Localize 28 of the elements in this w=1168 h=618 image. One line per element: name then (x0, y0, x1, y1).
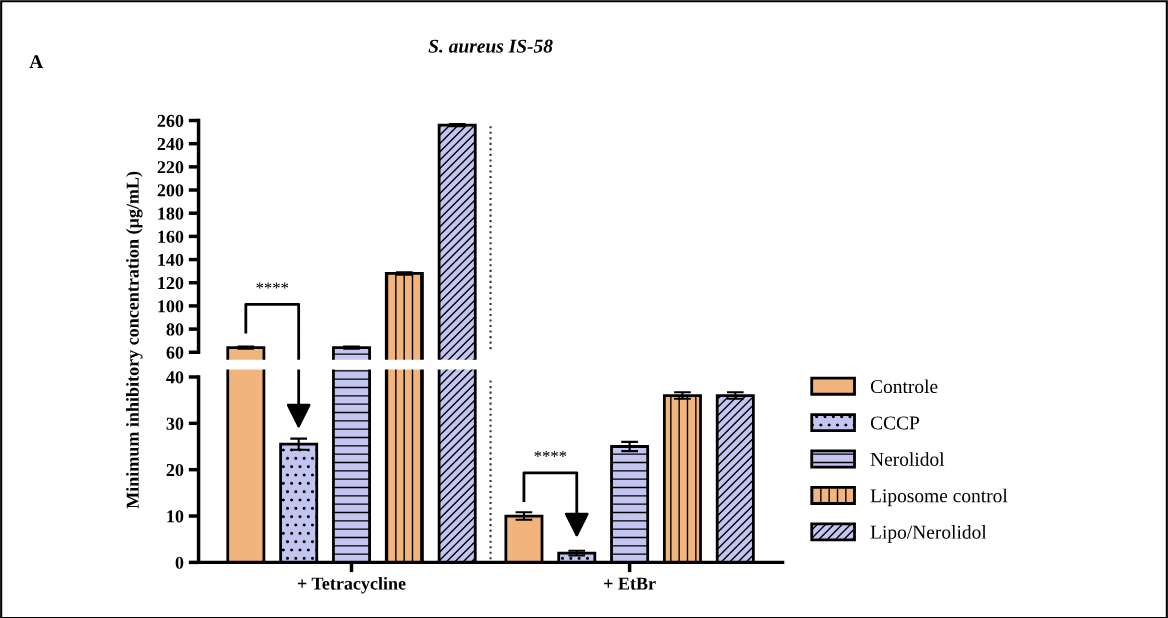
y-tick-label: 0 (175, 556, 184, 569)
y-tick-label: 40 (166, 371, 184, 384)
y-tick-label: 260 (157, 114, 184, 127)
legend-label: Lipo/Nerolidol (870, 525, 987, 543)
y-tick-label: 200 (157, 184, 184, 197)
text: A (29, 55, 44, 68)
y-tick-label: 240 (157, 137, 184, 151)
x-tick-label: + EtBr (604, 577, 656, 590)
y-tick-label: 180 (158, 207, 184, 220)
annotation: **** (256, 282, 289, 289)
y-tick-label: 80 (166, 323, 184, 336)
y-axis-title: Minimum inhibitory concentration (µg/mL) (126, 171, 143, 509)
legend-label: Controle (870, 379, 938, 394)
y-tick-label: 30 (166, 417, 184, 430)
legend-label: Liposome control (870, 488, 1008, 507)
legend-label: Nerolidol (870, 452, 945, 466)
y-tick-label: 220 (157, 161, 184, 174)
y-tick-label: 140 (158, 253, 184, 266)
x-tick-label: + Tetracycline (297, 576, 406, 594)
legend-label: CCCP (870, 416, 920, 430)
y-tick-label: 10 (167, 510, 184, 523)
y-tick-label: 160 (158, 230, 184, 243)
y-tick-label: 120 (158, 276, 184, 290)
annotation: **** (534, 450, 567, 457)
chart-title: S. aureus IS-58 (428, 39, 553, 53)
y-tick-label: 20 (166, 463, 184, 477)
y-tick-label: 60 (166, 346, 184, 359)
y-tick-label: 100 (158, 300, 184, 313)
